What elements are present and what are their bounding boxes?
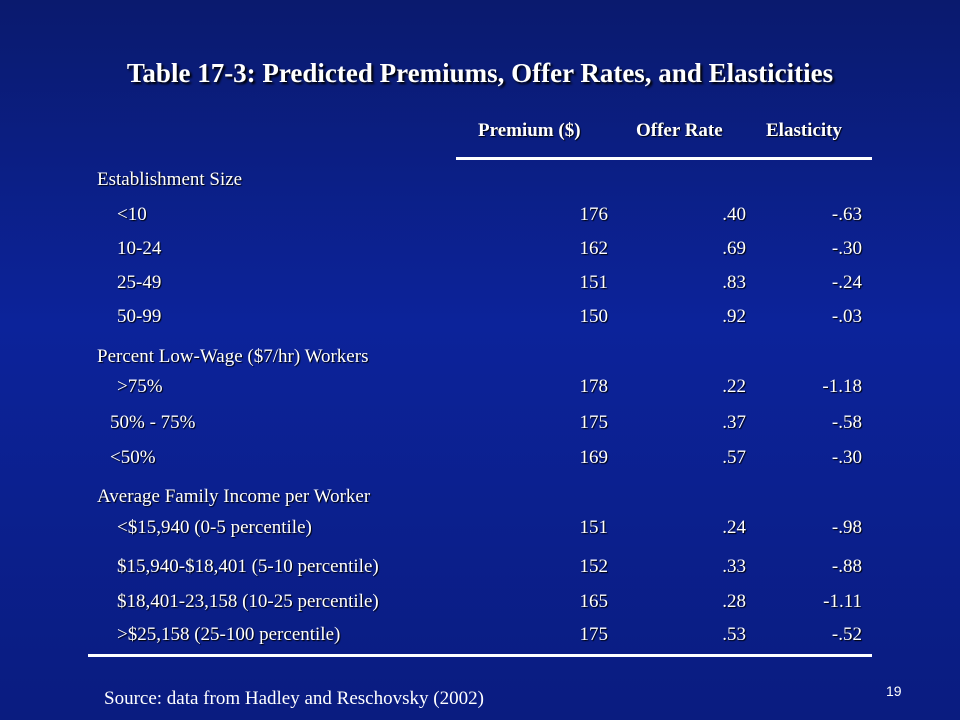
header-elasticity: Elasticity bbox=[766, 120, 842, 141]
table-row: 25-49 151 .83 -.24 bbox=[0, 272, 960, 302]
elasticity-cell: -1.18 bbox=[822, 376, 862, 397]
table-row: $18,401-23,158 (10-25 percentile) 165 .2… bbox=[0, 591, 960, 621]
table-row: 50% - 75% 175 .37 -.58 bbox=[0, 412, 960, 442]
premium-cell: 150 bbox=[579, 306, 609, 327]
elasticity-cell: -.52 bbox=[831, 624, 862, 645]
elasticity-cell: -.30 bbox=[831, 447, 862, 468]
header-offer-rate: Offer Rate bbox=[636, 120, 723, 141]
table-row: <$15,940 (0-5 percentile) 151 .24 -.98 bbox=[0, 517, 960, 547]
elasticity-cell: -.63 bbox=[831, 204, 862, 225]
row-label: >75% bbox=[117, 376, 163, 397]
premium-cell: 178 bbox=[579, 376, 609, 397]
table-row: 50-99 150 .92 -.03 bbox=[0, 306, 960, 336]
row-label: 50-99 bbox=[117, 306, 162, 327]
page-number: 19 bbox=[886, 683, 902, 699]
premium-cell: 165 bbox=[579, 591, 609, 612]
row-label: >$25,158 (25-100 percentile) bbox=[117, 624, 341, 645]
elasticity-cell: -.24 bbox=[831, 272, 862, 293]
table-row: $15,940-$18,401 (5-10 percentile) 152 .3… bbox=[0, 556, 960, 586]
offer-rate-cell: .83 bbox=[722, 272, 746, 293]
header-premium: Premium ($) bbox=[478, 120, 581, 141]
offer-rate-cell: .22 bbox=[722, 376, 746, 397]
row-label: <$15,940 (0-5 percentile) bbox=[117, 517, 312, 538]
table-row: 10-24 162 .69 -.30 bbox=[0, 238, 960, 268]
premium-cell: 152 bbox=[579, 556, 609, 577]
elasticity-cell: -.03 bbox=[831, 306, 862, 327]
premium-cell: 175 bbox=[579, 412, 609, 433]
elasticity-cell: -1.11 bbox=[823, 591, 862, 612]
elasticity-cell: -.30 bbox=[831, 238, 862, 259]
premium-cell: 176 bbox=[579, 204, 609, 225]
slide-title: Table 17-3: Predicted Premiums, Offer Ra… bbox=[126, 58, 834, 88]
elasticity-cell: -.88 bbox=[831, 556, 862, 577]
table-row: <10 176 .40 -.63 bbox=[0, 204, 960, 234]
row-label: 50% - 75% bbox=[110, 412, 196, 433]
offer-rate-cell: .53 bbox=[722, 624, 746, 645]
offer-rate-cell: .40 bbox=[722, 204, 746, 225]
offer-rate-cell: .57 bbox=[722, 447, 746, 468]
premium-cell: 151 bbox=[579, 272, 609, 293]
source-note: Source: data from Hadley and Reschovsky … bbox=[104, 688, 484, 709]
offer-rate-cell: .24 bbox=[722, 517, 746, 538]
row-label: $18,401-23,158 (10-25 percentile) bbox=[117, 591, 379, 612]
offer-rate-cell: .69 bbox=[722, 238, 746, 259]
offer-rate-cell: .37 bbox=[722, 412, 746, 433]
section-label-low-wage: Percent Low-Wage ($7/hr) Workers bbox=[97, 346, 369, 367]
offer-rate-cell: .28 bbox=[722, 591, 746, 612]
table-bottom-rule bbox=[88, 654, 872, 657]
premium-cell: 169 bbox=[579, 447, 609, 468]
table-row: >75% 178 .22 -1.18 bbox=[0, 376, 960, 406]
row-label: <10 bbox=[117, 204, 147, 225]
row-label: 10-24 bbox=[117, 238, 162, 259]
elasticity-cell: -.58 bbox=[831, 412, 862, 433]
table-row: >$25,158 (25-100 percentile) 175 .53 -.5… bbox=[0, 624, 960, 654]
section-label-establishment-size: Establishment Size bbox=[97, 169, 243, 190]
elasticity-cell: -.98 bbox=[831, 517, 862, 538]
section-label-family-income: Average Family Income per Worker bbox=[97, 486, 371, 507]
premium-cell: 151 bbox=[579, 517, 609, 538]
row-label: <50% bbox=[110, 447, 156, 468]
row-label: $15,940-$18,401 (5-10 percentile) bbox=[117, 556, 379, 577]
offer-rate-cell: .92 bbox=[722, 306, 746, 327]
row-label: 25-49 bbox=[117, 272, 162, 293]
premium-cell: 175 bbox=[579, 624, 609, 645]
header-rule bbox=[456, 157, 872, 160]
premium-cell: 162 bbox=[579, 238, 609, 259]
table-row: <50% 169 .57 -.30 bbox=[0, 447, 960, 477]
offer-rate-cell: .33 bbox=[722, 556, 746, 577]
